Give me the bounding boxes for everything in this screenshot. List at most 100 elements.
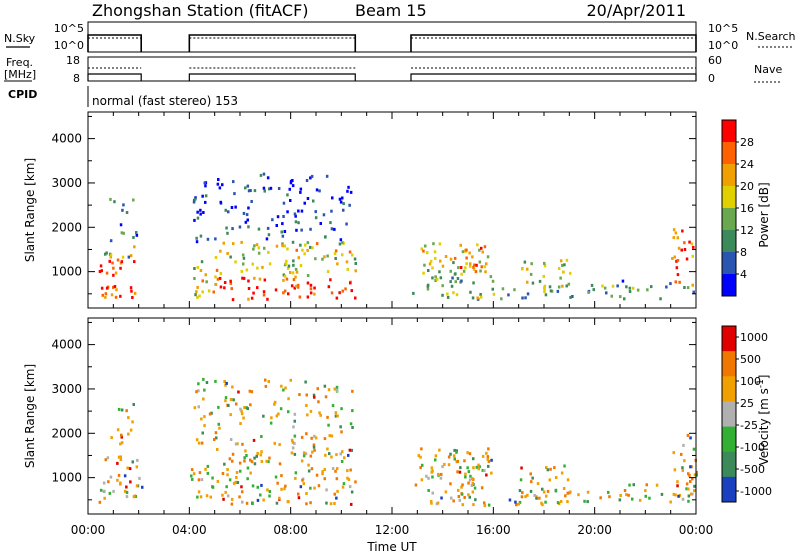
power-echo-cell bbox=[285, 277, 289, 281]
velocity-echo-cell bbox=[119, 481, 122, 485]
velocity-echo-cell bbox=[218, 426, 221, 430]
power-echo-cell bbox=[619, 295, 622, 299]
velocity-echo-cell bbox=[215, 436, 218, 440]
power-echo-cell bbox=[455, 293, 459, 297]
velocity-echo-cell bbox=[334, 414, 338, 418]
velocity-echo-cell bbox=[243, 459, 246, 463]
velocity-echo-cell bbox=[197, 478, 201, 482]
power-echo-cell bbox=[296, 285, 300, 289]
velocity-echo-cell bbox=[213, 438, 216, 441]
power-echo-cell bbox=[283, 244, 286, 248]
power-echo-cell bbox=[318, 189, 321, 193]
power-echo-cell bbox=[569, 295, 572, 299]
power-echo-cell bbox=[623, 297, 626, 301]
power-echo-cell bbox=[531, 281, 535, 285]
power-echo-cell bbox=[284, 262, 288, 265]
power-echo-cell bbox=[252, 291, 255, 295]
power-echo-cell bbox=[563, 263, 566, 267]
power-echo-cell bbox=[282, 215, 285, 218]
velocity-echo-cell bbox=[264, 378, 267, 382]
power-echo-cell bbox=[688, 240, 691, 244]
power-echo-cell bbox=[491, 287, 494, 291]
power-panel: 1000 2000 3000 4000 Slant Range [km] 4 8 12 16… bbox=[23, 111, 771, 309]
power-echo-cell bbox=[431, 266, 434, 270]
velocity-echo-cell bbox=[681, 468, 684, 472]
velocity-echo-cell bbox=[327, 388, 331, 392]
velocity-echo-cell bbox=[471, 490, 475, 494]
power-echo-cell bbox=[215, 268, 219, 272]
velocity-echo-cell bbox=[314, 436, 318, 440]
velocity-echo-cell bbox=[231, 385, 234, 389]
velocity-echo-cell bbox=[566, 491, 569, 495]
velocity-echo-cell bbox=[246, 477, 249, 481]
power-echo-cell bbox=[283, 274, 287, 278]
power-echo-cell bbox=[433, 250, 437, 254]
velocity-echo-cell bbox=[419, 466, 422, 470]
power-echo-cell bbox=[303, 201, 306, 205]
velocity-echo-cell bbox=[214, 379, 217, 383]
power-echo-cell bbox=[476, 243, 479, 247]
power-echo-cell bbox=[110, 293, 114, 297]
velocity-echo-cell bbox=[216, 479, 220, 483]
power-echo-cell bbox=[119, 294, 122, 298]
velocity-echo-cell bbox=[487, 459, 491, 463]
power-echo-cell bbox=[457, 266, 460, 270]
power-echo-cell bbox=[192, 200, 196, 204]
power-echo-cell bbox=[297, 209, 300, 213]
velocity-echo-cell bbox=[224, 396, 228, 400]
cpid-label: CPID bbox=[8, 88, 37, 101]
y-tick-label: 2000 bbox=[51, 426, 82, 440]
velocity-echo-cell bbox=[688, 473, 691, 477]
power-echo-cell bbox=[454, 280, 457, 284]
velocity-echo-cell bbox=[449, 452, 452, 456]
velocity-echo-cell bbox=[456, 470, 459, 474]
velocity-echo-cell bbox=[692, 447, 696, 451]
velocity-echo-cell bbox=[232, 481, 236, 485]
velocity-echo-cell bbox=[569, 490, 572, 494]
velocity-echo-cell bbox=[280, 487, 283, 491]
velocity-echo-cell bbox=[431, 491, 434, 495]
velocity-echo-cell bbox=[673, 468, 677, 472]
velocity-echo-cell bbox=[238, 495, 241, 499]
velocity-echo-cell bbox=[458, 470, 462, 474]
freq-trace-segment bbox=[410, 73, 697, 81]
velocity-echo-cell bbox=[307, 463, 310, 467]
velocity-echo-cell bbox=[618, 498, 622, 502]
velocity-echo-cell bbox=[531, 476, 534, 480]
velocity-colorbar-label: Velocity [m s-1] bbox=[756, 375, 771, 466]
y-tick-label: 4000 bbox=[51, 132, 82, 146]
power-echo-cell bbox=[326, 254, 329, 258]
power-echo-cell bbox=[281, 222, 284, 226]
power-echo-cell bbox=[480, 265, 483, 269]
power-echo-cell bbox=[294, 220, 298, 224]
velocity-echo-cell bbox=[452, 499, 455, 503]
velocity-echo-cell bbox=[250, 390, 254, 394]
velocity-echo-cell bbox=[294, 476, 297, 480]
power-echo-cell bbox=[275, 224, 278, 227]
velocity-echo-cell bbox=[273, 400, 277, 404]
velocity-echo-cell bbox=[310, 467, 314, 471]
velocity-echo-cell bbox=[198, 471, 202, 475]
power-echo-cell bbox=[439, 259, 442, 263]
power-echo-cell bbox=[193, 218, 196, 222]
velocity-echo-cell bbox=[421, 463, 424, 467]
power-echo-cell bbox=[214, 237, 217, 241]
power-echo-cell bbox=[135, 233, 139, 237]
velocity-echo-cell bbox=[518, 500, 522, 504]
power-echo-cell bbox=[297, 256, 300, 260]
velocity-echo-cell bbox=[559, 500, 563, 503]
time-tick-label: 20:00 bbox=[577, 523, 612, 537]
power-echo-cell bbox=[616, 284, 619, 288]
velocity-echo-cell bbox=[607, 490, 610, 494]
power-echo-cell bbox=[312, 199, 315, 203]
velocity-echo-cell bbox=[520, 466, 523, 470]
velocity-echo-cell bbox=[260, 435, 263, 438]
velocity-echo-cell bbox=[466, 466, 469, 470]
velocity-echo-cell bbox=[226, 494, 230, 498]
velocity-echo-cell bbox=[269, 421, 273, 425]
velocity-echo-cell bbox=[119, 442, 122, 446]
velocity-echo-cell bbox=[490, 458, 493, 462]
power-echo-cell bbox=[683, 286, 686, 289]
power-echo-cell bbox=[330, 227, 334, 231]
power-echo-cell bbox=[257, 251, 261, 255]
